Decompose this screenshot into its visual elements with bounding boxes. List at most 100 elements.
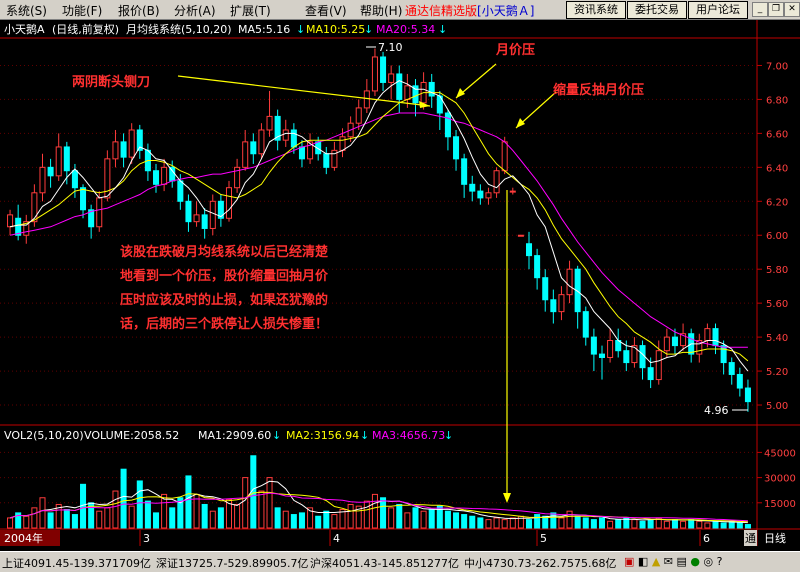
volume-bar-down	[169, 507, 176, 529]
candle-body-down	[169, 166, 176, 182]
volume-tick-label: 30000	[764, 474, 796, 485]
volume-bar-up	[363, 500, 370, 529]
volume-bar-down	[217, 507, 224, 529]
volume-bar-up	[331, 514, 338, 529]
candle-body-up	[663, 336, 670, 352]
candle-body-down	[380, 56, 387, 83]
volume-bar-down	[469, 515, 476, 529]
menu-function[interactable]: 功能(F)	[62, 4, 103, 18]
ma20-down-icon: ↓	[438, 23, 447, 36]
volume-bar-down	[201, 503, 208, 529]
commentary-line-4: 话，后期的三个跌停让人损失惨重！	[120, 316, 328, 332]
shrink-pullback-arrow-head	[516, 118, 525, 128]
volume-ma2-down-icon: ↓	[360, 429, 369, 442]
candle-body-up	[258, 129, 265, 155]
candle-body-up	[234, 166, 241, 189]
candle-body-down	[744, 387, 751, 403]
app-subtitle: [小天鹅Ａ]	[477, 4, 535, 18]
volume-bar-up	[631, 519, 638, 529]
volume-ma1-line	[9, 480, 748, 524]
candle-body-down	[550, 299, 557, 313]
candle-body-down	[323, 153, 330, 168]
volume-bar-up	[404, 512, 411, 529]
index-status-bar: 上证4091.45-139.371709亿 深证13725.7-529.8990…	[0, 551, 800, 572]
candle-body-up	[680, 333, 687, 347]
volume-bar-down	[185, 475, 192, 529]
hs300-index-text: 沪深4051.43-145.851277亿	[310, 557, 459, 570]
hs300-index[interactable]: 沪深4051.43-145.851277亿	[310, 555, 459, 571]
candle-body-up	[307, 141, 314, 160]
candle-body-down	[15, 217, 22, 236]
volume-bar-down	[63, 509, 70, 529]
candle-body-down	[736, 373, 743, 389]
candle-body-up	[128, 129, 135, 158]
candle-body-down	[525, 243, 533, 257]
candle-body-down	[80, 187, 87, 211]
menu-bar: 系统(S) 功能(F) 报价(B) 分析(A) 扩展(T) 查看(V) 帮助(H…	[0, 0, 800, 20]
time-label-5: 5	[540, 532, 547, 545]
sz-index[interactable]: 深证13725.7-529.89905.7亿	[156, 555, 308, 571]
monthly-pressure-arrow-head	[456, 88, 465, 98]
volume-bar-down	[47, 512, 54, 529]
volume-bar-down	[71, 514, 78, 529]
menu-system[interactable]: 系统(S)	[6, 4, 47, 18]
menu-help[interactable]: 帮助(H)	[360, 4, 403, 18]
volume-bar-up	[704, 522, 711, 529]
sh-index-text: 上证4091.45-139.371709亿	[2, 557, 151, 570]
status-user-icon: ◎	[703, 555, 714, 568]
candle-body-down	[598, 353, 606, 358]
status-screen-icon: ▤	[676, 555, 687, 568]
menu-quote[interactable]: 报价(B)	[118, 4, 160, 18]
candle-body-down	[647, 367, 654, 381]
candle-body-up	[193, 214, 200, 223]
menu-extend[interactable]: 扩展(T)	[230, 4, 271, 18]
high-label: 7.10	[378, 41, 403, 54]
time-label-3: 3	[143, 532, 150, 545]
stock-name: 小天鹅A	[4, 22, 45, 36]
volume-bar-down	[444, 510, 451, 529]
menu-view[interactable]: 查看(V)	[305, 4, 347, 18]
year-label-bg	[0, 530, 60, 546]
tab-tong-bg[interactable]	[744, 530, 757, 546]
volume-bar-down	[615, 519, 622, 529]
restore-icon[interactable]: ❐	[768, 2, 784, 17]
candle-body-down	[461, 158, 468, 185]
two-yin-label: 两阴断头铡刀	[72, 74, 150, 90]
candle-body-up	[96, 197, 103, 228]
candle-body-up	[104, 158, 111, 199]
news-system-button[interactable]: 资讯系统	[566, 1, 626, 19]
two-yin-arrow-head	[419, 101, 430, 108]
candle-body-up	[631, 345, 638, 364]
close-icon[interactable]: ✕	[784, 2, 800, 17]
trade-button[interactable]: 委托交易	[627, 1, 687, 19]
price-tick-label: 5.40	[766, 333, 788, 344]
volume-bar-down	[525, 519, 533, 529]
candle-body-down	[298, 146, 305, 160]
volume-bar-down	[671, 519, 678, 529]
volume-bar-down	[590, 519, 597, 529]
forum-button[interactable]: 用户论坛	[688, 1, 748, 19]
candle-body-up	[355, 107, 362, 124]
volume-bar-down	[412, 507, 419, 529]
smallcap-index[interactable]: 中小4730.73-262.7575.68亿	[464, 555, 616, 571]
tab-tong[interactable]: 通	[745, 532, 756, 545]
menu-analysis[interactable]: 分析(A)	[174, 4, 216, 18]
sh-index[interactable]: 上证4091.45-139.371709亿	[2, 555, 151, 571]
stock-chart[interactable]: 5.00 5.20 5.40 5.60 5.80 6.00 6.20 6.40 6.60 6.80…	[0, 20, 800, 551]
volume-bar-up	[493, 517, 500, 529]
price-tick-label: 5.80	[766, 265, 788, 276]
volume-bar-down	[453, 512, 460, 529]
volume-bar-down	[315, 515, 322, 529]
price-tick-label: 5.00	[766, 401, 788, 412]
period-label[interactable]: 日线	[764, 531, 786, 545]
candle-body-down	[728, 362, 735, 375]
volume-bar-down	[639, 520, 646, 529]
volume-bar-up	[339, 509, 346, 529]
minimize-icon[interactable]: _	[752, 2, 768, 17]
candle-body-up	[55, 146, 62, 177]
volume-bar-up	[55, 503, 62, 529]
low-label: 4.96	[704, 404, 729, 417]
commentary-line-2: 地看到一个价压，股价缩量回抽月价	[120, 268, 329, 284]
candle-body-up	[242, 141, 249, 168]
candle-body-down	[671, 336, 678, 347]
